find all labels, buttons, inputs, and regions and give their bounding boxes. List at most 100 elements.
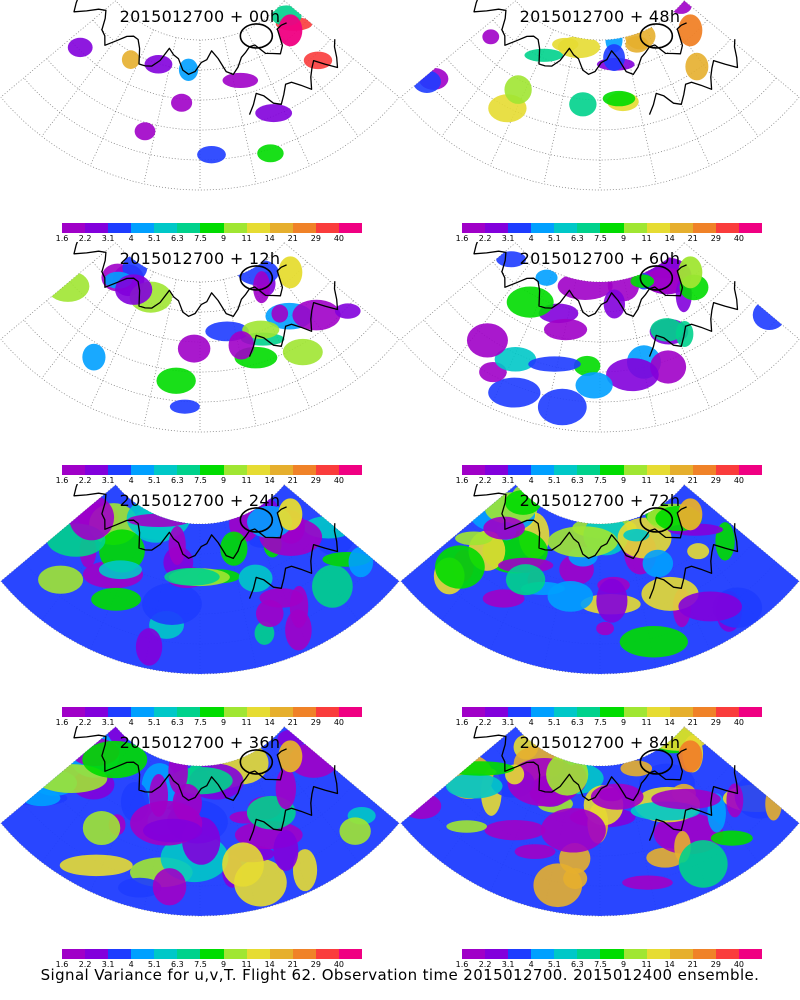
- colorbar-ticks: 1.6 2.2 3.1 4 5.1 6.3 7.5 9 11 14 21 29 40: [0, 477, 400, 489]
- variance-contour: [569, 92, 597, 117]
- variance-contour: [169, 399, 200, 414]
- colorbar-tick-label: 4: [528, 960, 534, 969]
- colorbar-tick-label: 2.2: [478, 476, 492, 485]
- coastline: [73, 484, 339, 599]
- panel-title: 2015012700 + 36h: [119, 733, 281, 752]
- variance-contour: [435, 545, 485, 589]
- map-panel: 2015012700 + 00h 1.6 2.2 3.1 4 5.1 6.3 7.5 9 11 14…: [0, 0, 400, 243]
- colorbar-swatch: [292, 465, 316, 475]
- variance-contour: [108, 726, 129, 745]
- variance-map: [400, 484, 800, 675]
- variance-contour: [445, 761, 515, 776]
- coastline: [73, 726, 339, 841]
- colorbar-swatch: [508, 949, 532, 959]
- figure-caption: Signal Variance for u,v,T. Flight 62. Ob…: [40, 966, 760, 984]
- colorbar-tick-label: 6.3: [571, 234, 584, 243]
- variance-contour: [134, 122, 156, 141]
- colorbar-swatch: [315, 223, 339, 233]
- variance-contour: [46, 270, 90, 302]
- variance-maximum: [678, 740, 703, 773]
- variance-contour: [273, 829, 299, 871]
- variance-contour: [178, 58, 199, 81]
- variance-contour: [144, 55, 173, 74]
- colorbar-tick-label: 14: [664, 960, 675, 969]
- variance-contour: [197, 145, 226, 164]
- variance-contour: [339, 817, 371, 845]
- colorbar-tick-label: 7.5: [594, 960, 607, 969]
- colorbar-tick-label: 1.6: [455, 718, 469, 727]
- colorbar-swatch: [154, 949, 178, 959]
- colorbar-tick-label: 1.6: [55, 960, 69, 969]
- colorbar-swatch: [200, 707, 224, 717]
- coastline: [473, 726, 739, 841]
- variance-contour: [496, 251, 527, 268]
- variance-contour: [552, 37, 579, 52]
- colorbar-swatch: [623, 223, 647, 233]
- variance-contour: [255, 104, 293, 123]
- variance-contour: [623, 528, 650, 542]
- variance-contour: [678, 591, 742, 622]
- colorbar-swatch: [577, 707, 601, 717]
- colorbar-tick-label: 3.1: [501, 718, 515, 727]
- variance-contour: [650, 350, 687, 384]
- colorbar-tick-label: 40: [733, 960, 745, 969]
- variance-contour: [168, 526, 186, 565]
- coastline: [73, 242, 339, 357]
- colorbar-swatch: [485, 949, 509, 959]
- variance-contour: [91, 587, 142, 611]
- variance-contour: [505, 564, 546, 596]
- colorbar-swatch: [738, 223, 763, 233]
- colorbar-tick-label: 6.3: [571, 476, 584, 485]
- colorbar-swatch: [462, 949, 486, 959]
- variance-contour: [575, 372, 613, 399]
- panel-title: 2015012700 + 84h: [519, 733, 681, 752]
- colorbar-swatch: [131, 465, 155, 475]
- colorbar-tick-label: 14: [264, 476, 275, 485]
- colorbar-swatch: [462, 707, 486, 717]
- variance-contour: [172, 783, 202, 823]
- variance-map: [0, 0, 400, 191]
- variance-contour: [752, 299, 786, 330]
- colorbar-swatch: [646, 223, 670, 233]
- colorbar-ticks: 1.6 2.2 3.1 4 5.1 6.3 7.5 9 11 14 21 29 40: [0, 961, 400, 973]
- colorbar-swatch: [338, 465, 363, 475]
- coastline: [473, 242, 739, 357]
- variance-map: [0, 242, 400, 433]
- variance-field: [466, 251, 786, 426]
- colorbar-swatch: [554, 223, 578, 233]
- variance-maximum: [278, 740, 303, 773]
- variance-field: [400, 726, 800, 916]
- colorbar-swatch: [600, 707, 624, 717]
- colorbar-tick-label: 7.5: [194, 960, 207, 969]
- colorbar-tick-label: 9: [220, 234, 227, 243]
- colorbar-swatch: [177, 707, 201, 717]
- variance-contour: [242, 320, 280, 339]
- colorbar-swatch: [623, 465, 647, 475]
- panel-title: 2015012700 + 48h: [519, 7, 681, 26]
- variance-contour: [164, 567, 220, 586]
- colorbar-tick-label: 21: [287, 476, 298, 485]
- colorbar-tick-label: 40: [733, 476, 745, 485]
- colorbar-tick-label: 1.6: [55, 718, 69, 727]
- colorbar: [462, 949, 763, 959]
- colorbar-tick-label: 3.1: [501, 234, 515, 243]
- variance-contour: [282, 338, 323, 366]
- colorbar-swatch: [85, 949, 109, 959]
- variance-contour: [98, 560, 142, 580]
- variance-contour: [482, 589, 525, 608]
- variance-contour: [254, 621, 275, 645]
- variance-contour: [573, 355, 601, 376]
- colorbar-tick-label: 21: [287, 960, 298, 969]
- colorbar-tick-label: 40: [733, 234, 745, 243]
- colorbar-tick-label: 21: [287, 234, 298, 243]
- colorbar-tick-label: 1.6: [455, 234, 469, 243]
- colorbar-swatch: [508, 707, 532, 717]
- colorbar-swatch: [646, 465, 670, 475]
- colorbar-tick-label: 29: [310, 234, 321, 243]
- variance-contour: [455, 531, 493, 546]
- colorbar-tick-label: 21: [687, 960, 698, 969]
- colorbar-swatch: [669, 707, 693, 717]
- colorbar-swatch: [531, 707, 555, 717]
- colorbar-tick-label: 6.3: [571, 960, 584, 969]
- variance-contour: [118, 877, 162, 898]
